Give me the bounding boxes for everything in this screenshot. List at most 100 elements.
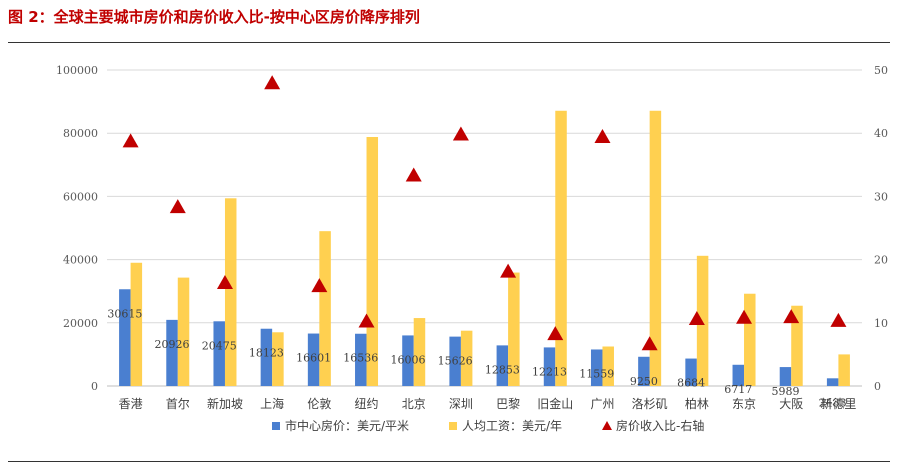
price-data-label: 15626 bbox=[438, 355, 473, 368]
legend-swatch bbox=[272, 422, 280, 430]
ratio-marker bbox=[358, 313, 375, 328]
y-axis-left: 0 20000 40000 60000 80000 100000 bbox=[56, 64, 98, 393]
legend: 市中心房价：美元/平米 人均工资：美元/年 房价收入比-右轴 bbox=[272, 418, 704, 433]
wage-bar bbox=[744, 293, 756, 386]
price-bar bbox=[166, 319, 178, 386]
x-category-label: 广州 bbox=[590, 397, 614, 411]
legend-marker bbox=[602, 421, 612, 430]
ratio-marker bbox=[311, 278, 328, 293]
top-rule bbox=[8, 42, 890, 43]
x-category-label: 深圳 bbox=[449, 397, 473, 411]
x-category-label: 旧金山 bbox=[537, 396, 573, 411]
y-right-tick-label: 40 bbox=[874, 127, 888, 140]
ratio-marker bbox=[641, 336, 658, 351]
price-bar bbox=[496, 345, 509, 386]
x-category-label: 新德里 bbox=[820, 396, 856, 411]
price-bar bbox=[355, 333, 367, 386]
y-left-tick-label: 0 bbox=[91, 380, 98, 393]
y-left-tick-label: 60000 bbox=[63, 190, 98, 203]
bottom-rule bbox=[8, 461, 890, 462]
wage-bar bbox=[130, 262, 143, 386]
price-data-label: 16536 bbox=[343, 352, 378, 365]
wage-bar bbox=[413, 318, 426, 386]
ratio-marker bbox=[264, 75, 281, 90]
ratio-marker bbox=[688, 311, 705, 326]
wage-bar bbox=[791, 305, 803, 386]
x-category-label: 柏林 bbox=[685, 396, 709, 411]
price-bar bbox=[638, 356, 650, 386]
x-category-label: 北京 bbox=[402, 397, 426, 411]
ratio-marker bbox=[405, 167, 422, 182]
wage-bar bbox=[649, 110, 662, 386]
ratio-marker bbox=[216, 274, 233, 289]
ratio-marker bbox=[594, 128, 611, 143]
legend-label: 房价收入比-右轴 bbox=[616, 418, 704, 433]
y-right-tick-label: 10 bbox=[874, 317, 888, 330]
ratio-marker bbox=[783, 309, 800, 324]
wage-bar bbox=[224, 198, 237, 386]
price-data-label: 12853 bbox=[485, 363, 520, 376]
wage-bar bbox=[177, 277, 190, 386]
price-data-label: 8684 bbox=[677, 377, 705, 390]
price-bar bbox=[449, 336, 461, 386]
ratio-markers bbox=[122, 75, 847, 351]
y-left-tick-label: 40000 bbox=[63, 254, 98, 267]
price-bar bbox=[213, 321, 225, 386]
x-category-label: 巴黎 bbox=[496, 397, 520, 411]
data-labels: 30615 20926 20475 18123 16601 16536 16006 15626… bbox=[107, 307, 846, 409]
ratio-marker bbox=[169, 199, 186, 214]
ratio-marker bbox=[452, 126, 469, 141]
price-bar bbox=[260, 328, 273, 386]
y-left-tick-label: 20000 bbox=[63, 317, 98, 330]
x-category-label: 首尔 bbox=[166, 396, 190, 411]
price-data-label: 30615 bbox=[107, 307, 142, 320]
legend-swatch bbox=[449, 422, 457, 430]
ratio-marker bbox=[122, 133, 139, 148]
x-category-label: 伦敦 bbox=[307, 396, 331, 411]
x-category-label: 香港 bbox=[119, 397, 143, 411]
price-data-label: 16601 bbox=[296, 352, 331, 365]
wage-bar bbox=[460, 330, 473, 386]
price-bar bbox=[543, 347, 556, 386]
price-data-label: 18123 bbox=[249, 347, 284, 360]
y-left-tick-label: 100000 bbox=[56, 64, 98, 77]
y-right-tick-label: 0 bbox=[874, 380, 881, 393]
wage-bar bbox=[838, 354, 850, 386]
ratio-marker bbox=[830, 312, 847, 327]
price-bar bbox=[119, 289, 131, 386]
price-data-label: 20475 bbox=[202, 339, 237, 352]
price-bar bbox=[590, 349, 603, 386]
x-category-label: 新加坡 bbox=[207, 396, 243, 411]
price-data-label: 5989 bbox=[771, 385, 799, 398]
price-data-label: 9250 bbox=[630, 375, 658, 388]
price-data-label: 12213 bbox=[532, 365, 567, 378]
x-axis-categories: 香港 首尔 新加坡 上海 伦敦 纽约 北京 深圳 巴黎 旧金山 广州 洛杉矶 柏林 东京 大阪 新德里 bbox=[119, 396, 857, 411]
y-axis-right: 0 10 20 30 40 50 bbox=[874, 64, 888, 393]
wage-bar bbox=[272, 332, 284, 386]
x-category-label: 上海 bbox=[260, 396, 284, 411]
wage-bar bbox=[366, 136, 379, 386]
price-bar bbox=[779, 367, 792, 386]
price-bar bbox=[826, 378, 839, 386]
wage-bar bbox=[696, 255, 709, 386]
ratio-marker bbox=[547, 326, 564, 341]
price-data-label: 11559 bbox=[579, 367, 614, 380]
price-data-label: 2433 bbox=[819, 396, 847, 409]
bars bbox=[119, 110, 850, 386]
legend-label: 市中心房价：美元/平米 bbox=[285, 418, 409, 433]
price-bar bbox=[307, 333, 320, 386]
price-data-label: 6717 bbox=[724, 383, 752, 396]
legend-label: 人均工资：美元/年 bbox=[462, 419, 562, 433]
price-bar bbox=[685, 358, 697, 386]
wage-bar bbox=[602, 346, 614, 386]
ratio-marker bbox=[736, 309, 753, 324]
price-data-label: 20926 bbox=[155, 338, 190, 351]
x-category-label: 纽约 bbox=[355, 396, 379, 411]
wage-bar bbox=[319, 231, 331, 386]
price-bar bbox=[732, 364, 745, 386]
x-category-label: 洛杉矶 bbox=[632, 396, 668, 411]
wage-bar bbox=[508, 272, 520, 386]
wage-bar bbox=[555, 110, 567, 386]
price-bar bbox=[402, 335, 414, 386]
